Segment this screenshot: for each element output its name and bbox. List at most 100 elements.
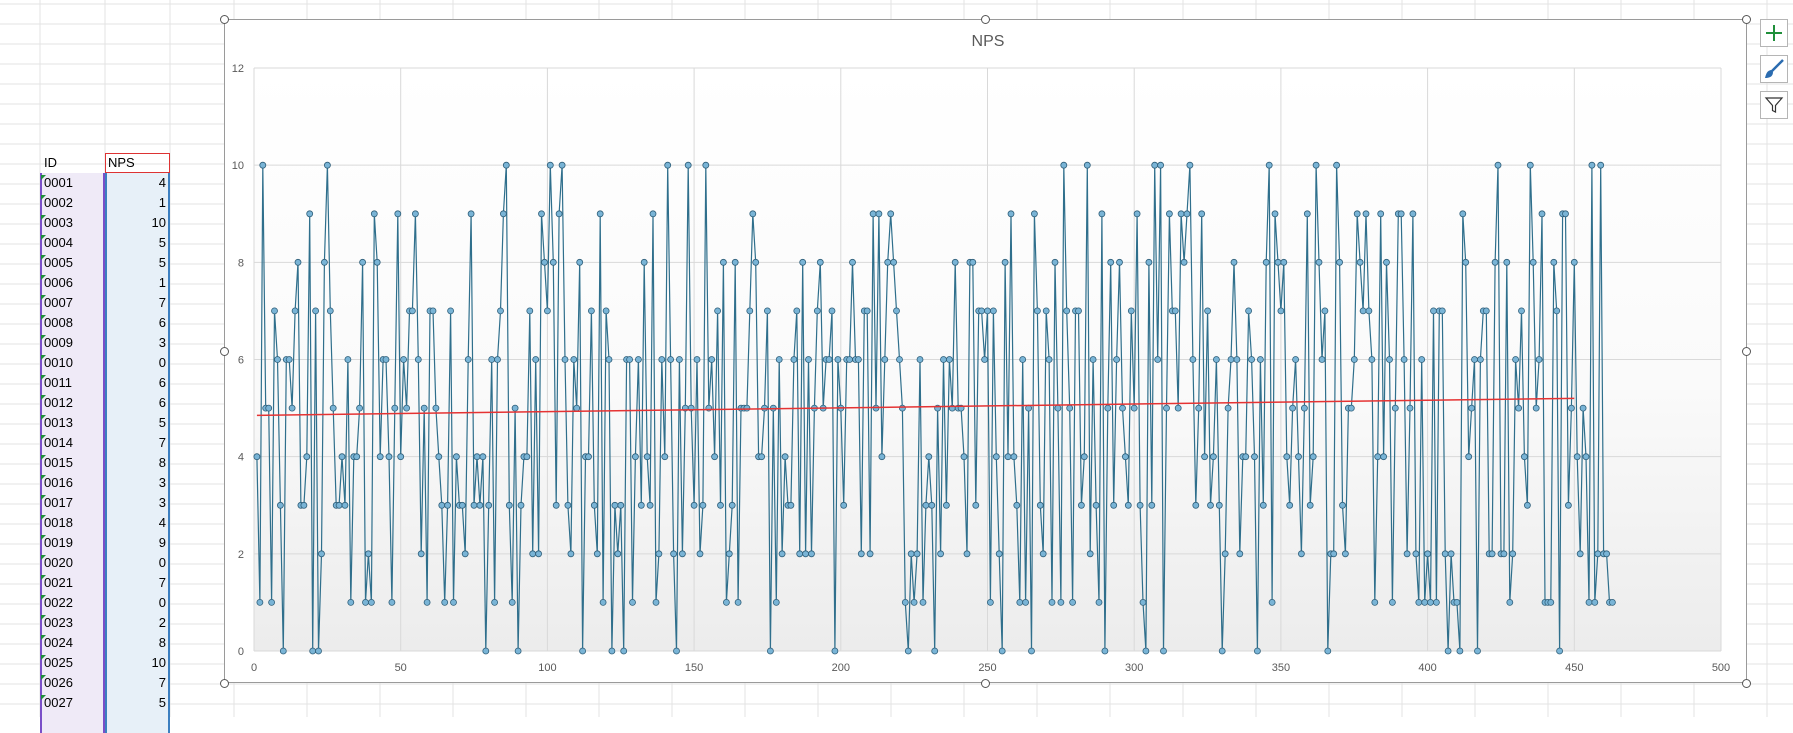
data-point[interactable]: [338, 453, 346, 461]
data-point[interactable]: [391, 404, 399, 412]
data-point[interactable]: [1315, 258, 1323, 266]
resize-handle[interactable]: [980, 14, 990, 24]
id-cell[interactable]: 0015: [44, 455, 73, 470]
data-point[interactable]: [549, 258, 557, 266]
data-point[interactable]: [344, 356, 352, 363]
data-point[interactable]: [277, 501, 284, 509]
data-point[interactable]: [1306, 501, 1314, 509]
data-point[interactable]: [1359, 307, 1367, 315]
data-point[interactable]: [1350, 356, 1358, 363]
data-point[interactable]: [450, 599, 457, 606]
id-cell[interactable]: 0010: [44, 355, 73, 370]
data-point[interactable]: [1488, 550, 1496, 558]
data-point[interactable]: [318, 550, 325, 558]
nps-cell[interactable]: 4: [158, 515, 166, 530]
data-point[interactable]: [458, 501, 466, 509]
data-point[interactable]: [1318, 356, 1326, 363]
data-point[interactable]: [497, 307, 504, 315]
data-point[interactable]: [1292, 356, 1299, 363]
nps-cell[interactable]: 2: [158, 615, 166, 630]
id-cell[interactable]: 0005: [44, 255, 73, 270]
data-point[interactable]: [746, 307, 754, 315]
data-point[interactable]: [1333, 161, 1340, 169]
data-point[interactable]: [1353, 210, 1361, 218]
data-point[interactable]: [1568, 404, 1575, 412]
data-point[interactable]: [1177, 210, 1185, 218]
data-point[interactable]: [690, 501, 698, 509]
data-point[interactable]: [359, 258, 367, 266]
data-point[interactable]: [300, 501, 308, 509]
data-point[interactable]: [907, 550, 915, 558]
data-point[interactable]: [1007, 210, 1015, 218]
data-point[interactable]: [429, 307, 437, 315]
nps-cell[interactable]: 6: [158, 375, 166, 390]
data-point[interactable]: [1259, 501, 1267, 509]
data-point[interactable]: [1010, 453, 1018, 461]
data-point[interactable]: [517, 501, 525, 509]
data-point[interactable]: [946, 356, 953, 363]
data-point[interactable]: [992, 453, 1000, 461]
id-cell[interactable]: 0027: [44, 695, 73, 710]
data-point[interactable]: [309, 647, 317, 655]
data-point[interactable]: [981, 356, 988, 363]
resize-handle[interactable]: [980, 678, 990, 688]
data-point[interactable]: [417, 550, 425, 558]
data-point[interactable]: [998, 647, 1006, 655]
data-point[interactable]: [523, 453, 531, 461]
data-point[interactable]: [1092, 501, 1100, 509]
id-cell[interactable]: 0013: [44, 415, 73, 430]
data-point[interactable]: [382, 356, 390, 363]
data-point[interactable]: [614, 550, 622, 558]
data-point[interactable]: [875, 210, 883, 218]
data-point[interactable]: [532, 356, 540, 363]
data-point[interactable]: [1503, 258, 1511, 266]
data-point[interactable]: [1183, 210, 1191, 218]
data-point[interactable]: [1412, 550, 1420, 558]
data-point[interactable]: [1221, 550, 1229, 558]
data-point[interactable]: [1403, 550, 1411, 558]
data-point[interactable]: [925, 453, 933, 461]
data-point[interactable]: [1083, 161, 1091, 169]
data-point[interactable]: [725, 550, 733, 558]
data-point[interactable]: [1163, 404, 1170, 412]
data-point[interactable]: [866, 550, 874, 558]
data-point[interactable]: [640, 258, 648, 266]
nps-cell[interactable]: 0: [158, 555, 166, 570]
data-point[interactable]: [1051, 258, 1059, 266]
data-point[interactable]: [1198, 210, 1206, 218]
data-point[interactable]: [1491, 258, 1499, 266]
resize-handle[interactable]: [1741, 678, 1751, 688]
data-point[interactable]: [1286, 501, 1294, 509]
data-point[interactable]: [1207, 501, 1214, 509]
data-point[interactable]: [508, 599, 516, 606]
data-point[interactable]: [1573, 453, 1581, 461]
data-point[interactable]: [470, 501, 478, 509]
data-point[interactable]: [857, 550, 865, 558]
nps-cell[interactable]: 8: [158, 635, 166, 650]
data-point[interactable]: [1262, 258, 1270, 266]
data-point[interactable]: [285, 356, 293, 363]
id-cell[interactable]: 0018: [44, 515, 73, 530]
data-point[interactable]: [678, 550, 686, 558]
data-point[interactable]: [714, 307, 722, 315]
data-point[interactable]: [1195, 404, 1203, 412]
data-point[interactable]: [335, 501, 343, 509]
data-point[interactable]: [931, 647, 939, 655]
data-point[interactable]: [473, 453, 481, 461]
data-point[interactable]: [611, 501, 619, 509]
data-point[interactable]: [505, 501, 513, 509]
data-point[interactable]: [1230, 258, 1238, 266]
data-point[interactable]: [846, 356, 853, 363]
data-point[interactable]: [1312, 161, 1320, 169]
data-point[interactable]: [1521, 453, 1528, 461]
data-point[interactable]: [546, 161, 554, 169]
data-point[interactable]: [620, 647, 628, 655]
data-point[interactable]: [291, 307, 299, 315]
data-point[interactable]: [587, 307, 595, 315]
data-point[interactable]: [1321, 307, 1329, 315]
data-point[interactable]: [303, 453, 311, 461]
resize-handle[interactable]: [219, 14, 229, 24]
data-point[interactable]: [1383, 258, 1390, 266]
data-point[interactable]: [265, 404, 273, 412]
data-point[interactable]: [629, 599, 636, 606]
